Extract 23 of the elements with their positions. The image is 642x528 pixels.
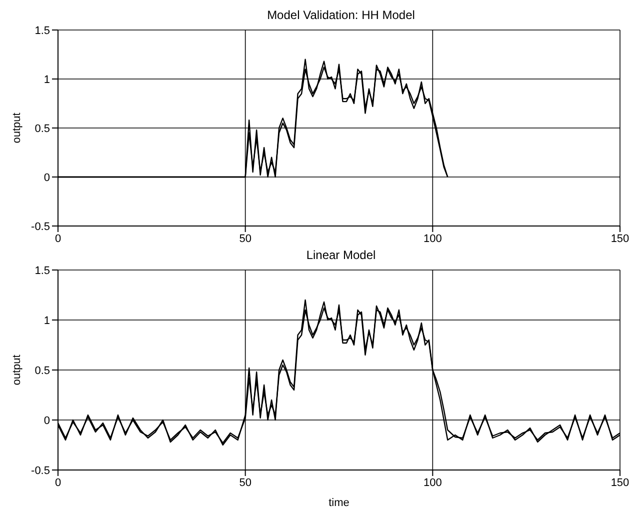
y-axis-title: output bbox=[10, 354, 23, 386]
x-axis-title: time bbox=[328, 497, 350, 509]
y-tick-label: -0.5 bbox=[31, 464, 50, 477]
x-tick-label: 0 bbox=[54, 232, 62, 245]
y-tick-label: 0 bbox=[44, 172, 50, 184]
chart-title: Model Validation: HH Model bbox=[266, 8, 416, 24]
x-tick-label: 50 bbox=[239, 476, 252, 489]
y-tick-label: 1 bbox=[44, 314, 50, 327]
y-tick-label: 0 bbox=[44, 414, 50, 427]
x-tick-label: 150 bbox=[610, 232, 630, 245]
y-tick-label: 1.5 bbox=[34, 264, 50, 277]
y-tick-label: 1 bbox=[44, 74, 50, 86]
y-tick-label: -0.5 bbox=[31, 220, 50, 233]
y-tick-label: 1.5 bbox=[34, 24, 50, 37]
x-tick-label: 0 bbox=[54, 476, 62, 489]
chart-title: Linear Model bbox=[305, 248, 377, 264]
y-tick-label: 0.5 bbox=[34, 364, 50, 377]
x-tick-label: 150 bbox=[610, 476, 630, 489]
y-tick-label: 0.5 bbox=[34, 122, 50, 135]
x-tick-label: 50 bbox=[239, 232, 252, 245]
y-axis-title: output bbox=[10, 112, 23, 144]
x-tick-label: 100 bbox=[423, 232, 442, 245]
x-tick-label: 100 bbox=[423, 476, 442, 489]
